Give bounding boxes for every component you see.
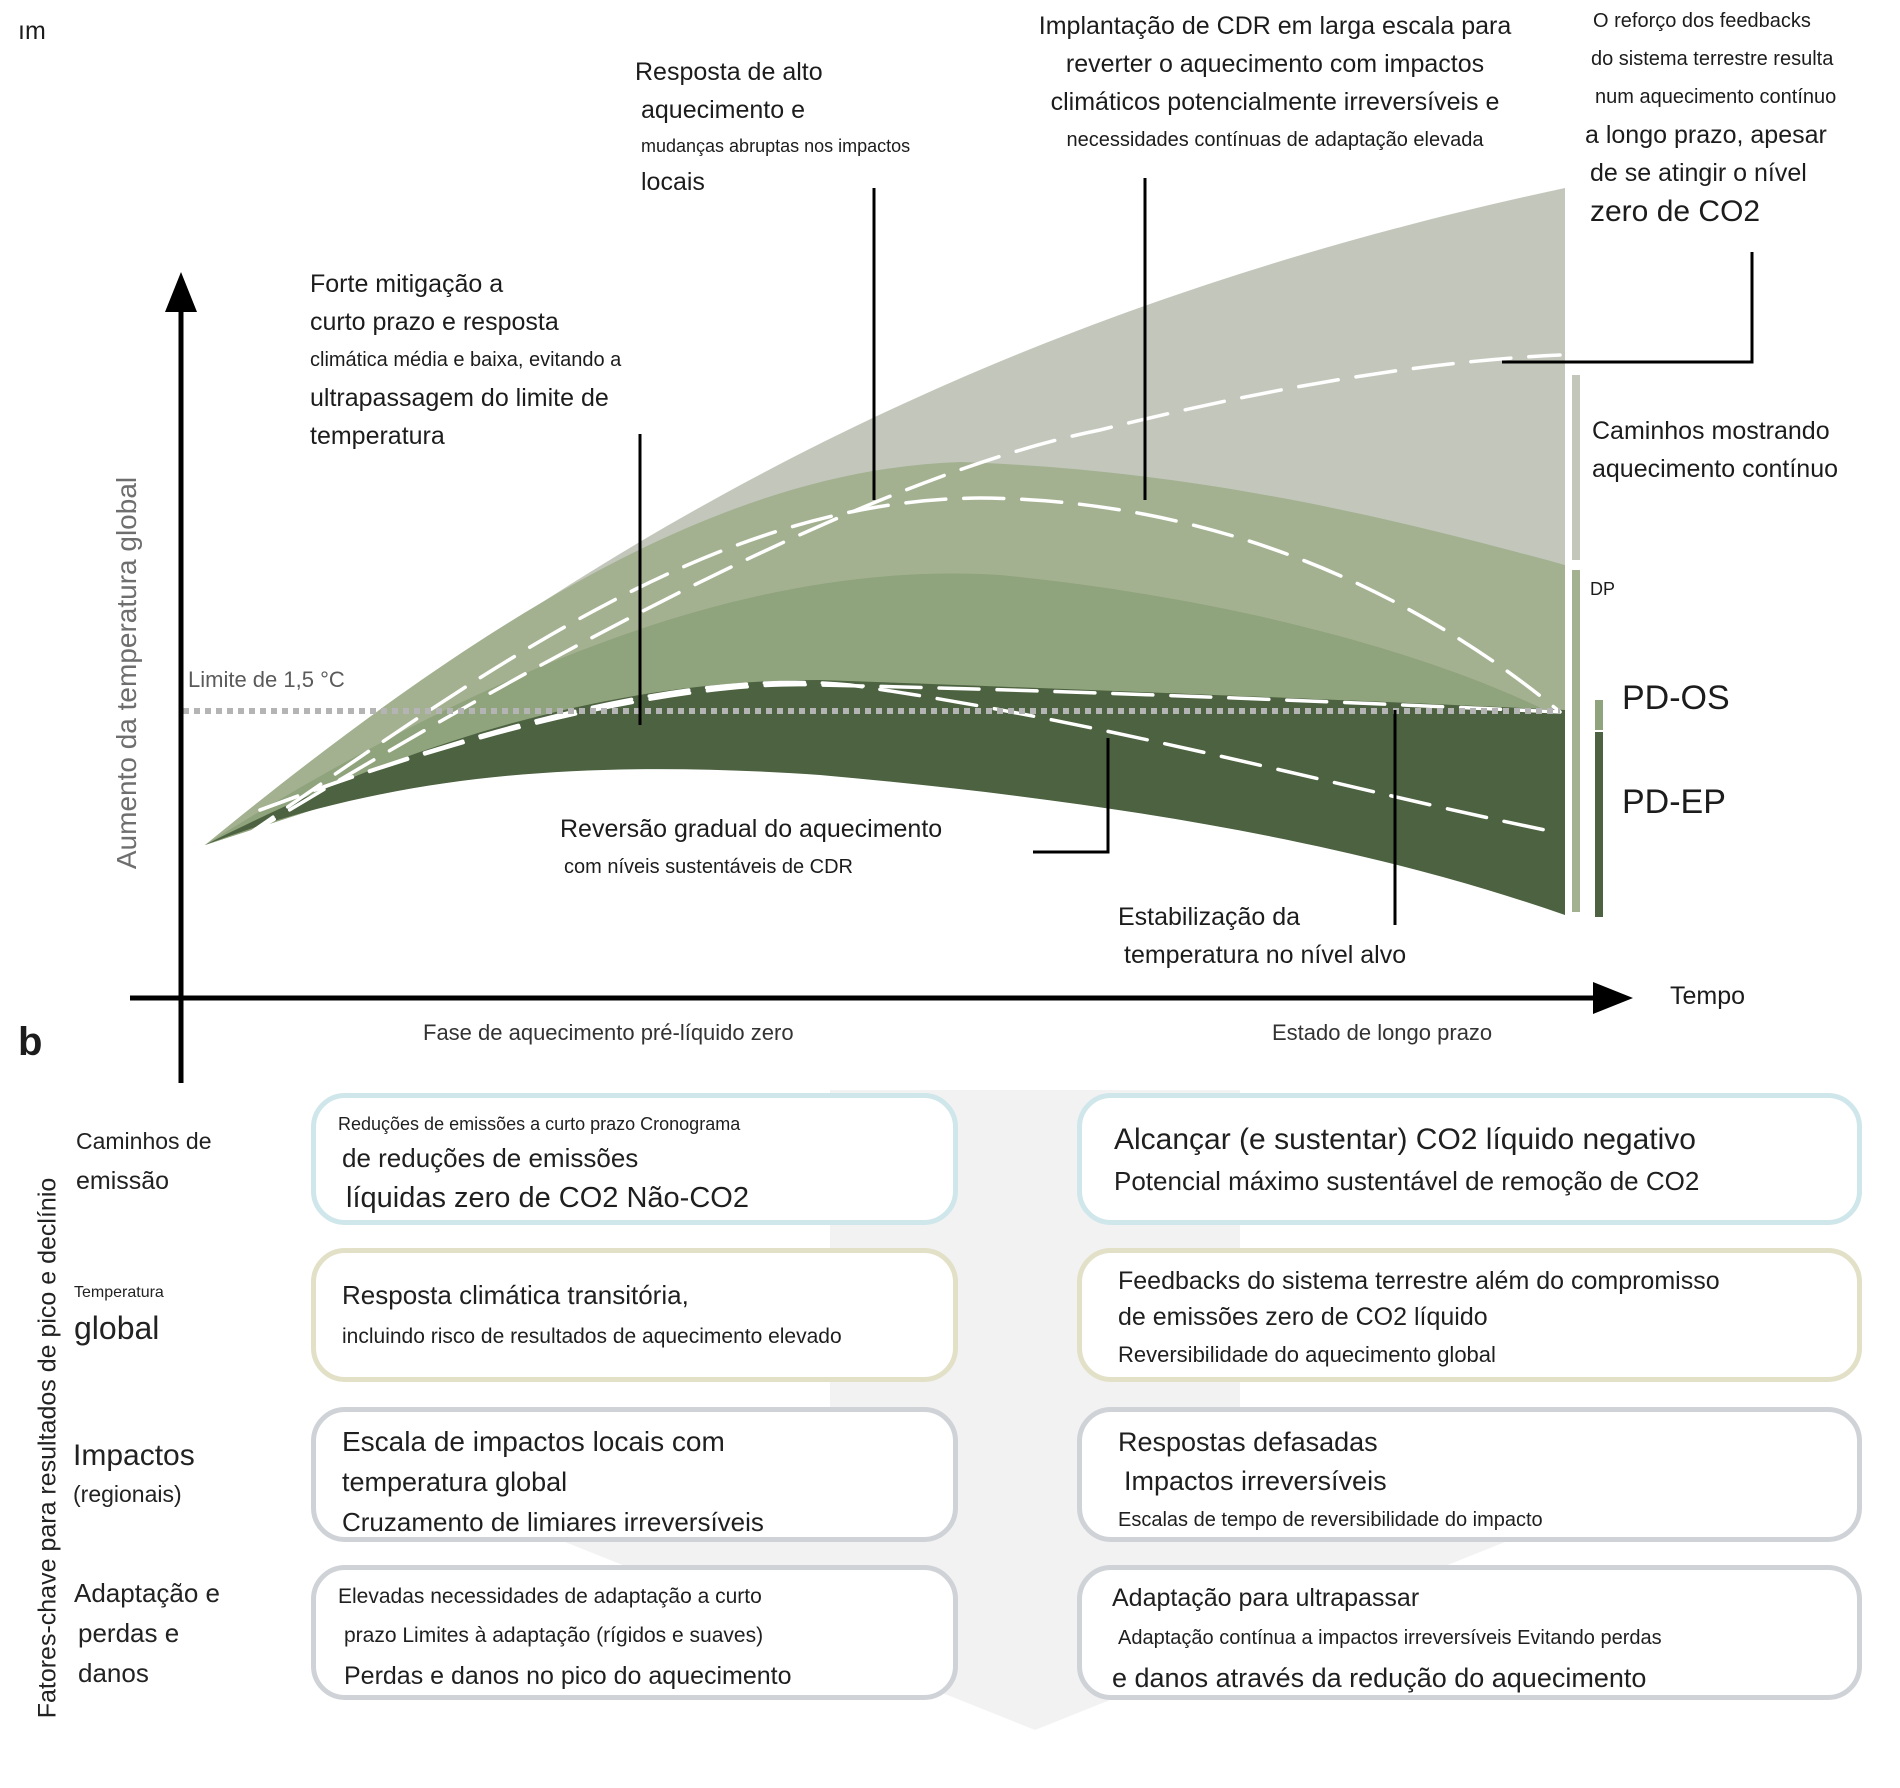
side-bar-pd-os [1595, 700, 1603, 730]
x-axis-arrowhead [1593, 982, 1633, 1014]
pathway-reversal-line [258, 680, 1547, 832]
box-temperature-right: Feedbacks do sistema terrestre além do c… [1077, 1248, 1862, 1382]
box-impacts-right: Respostas defasadas Impactos irreversíve… [1077, 1407, 1862, 1542]
corner-fragment: ım [18, 17, 46, 45]
panel-b-y-axis-label: Fatores-chave para resultados de pico e … [33, 1177, 62, 1719]
box-impacts-left: Escala de impactos locais com temperatur… [311, 1407, 958, 1542]
box-adaptation-right: Adaptação para ultrapassar Adaptação con… [1077, 1565, 1862, 1700]
annotation-gradual-reversal: Reversão gradual do aquecimento com níve… [560, 815, 943, 878]
label-pd-ep: PD-EP [1622, 783, 1726, 821]
box-emission-right: Alcançar (e sustentar) CO2 líquido negat… [1077, 1093, 1862, 1225]
row-label-emission: Caminhos de emissão [76, 1128, 212, 1195]
leader-feedbacks [1502, 252, 1754, 364]
box-temperature-left: Resposta climática transitória, incluind… [311, 1248, 958, 1382]
y-axis-label: Aumento da temperatura global [111, 476, 142, 870]
annotation-stabilization: Estabilização da temperatura no nível al… [1118, 903, 1407, 969]
label-continuous-warming: Caminhos mostrando aquecimento contínuo [1592, 417, 1839, 483]
box-adaptation-left: Elevadas necessidades de adaptação a cur… [311, 1565, 958, 1700]
annotation-high-warming: Resposta de alto aquecimento e mudanças … [635, 58, 911, 196]
threshold-label: Limite de 1,5 °C [188, 667, 345, 692]
row-label-temperature: Temperatura global [74, 1284, 164, 1346]
row-label-adaptation: Adaptação e perdas e danos [74, 1578, 221, 1688]
side-bar-pd-ep [1595, 732, 1603, 917]
row-label-impacts: Impactos (regionais) [73, 1439, 195, 1507]
label-dp: DP [1590, 579, 1616, 599]
y-axis-arrowhead [165, 272, 197, 312]
panel-b-label: b [18, 1020, 43, 1064]
band-early-peak [205, 680, 1565, 915]
pathway-continuous-warming-line [238, 353, 1562, 842]
annotation-feedbacks: O reforço dos feedbacks do sistema terre… [1585, 10, 1837, 228]
band-overshoot [205, 573, 1565, 845]
label-pd-os: PD-OS [1622, 679, 1730, 717]
box-emission-left: Reduções de emissões a curto prazo Crono… [311, 1093, 958, 1225]
leader-gradual-reversal [1033, 738, 1110, 854]
phase-left-label: Fase de aquecimento pré-líquido zero [423, 1020, 794, 1045]
phase-right-label: Estado de longo prazo [1272, 1020, 1493, 1045]
x-axis-label: Tempo [1670, 982, 1746, 1010]
annotation-strong-mitigation: Forte mitigação a curto prazo e resposta… [310, 270, 622, 450]
annotation-cdr-deployment: Implantação de CDR em larga escala para … [1038, 12, 1512, 151]
side-bar-continuous [1572, 375, 1580, 560]
side-bar-dp [1572, 570, 1580, 912]
pathway-overshoot-line [238, 496, 1562, 842]
